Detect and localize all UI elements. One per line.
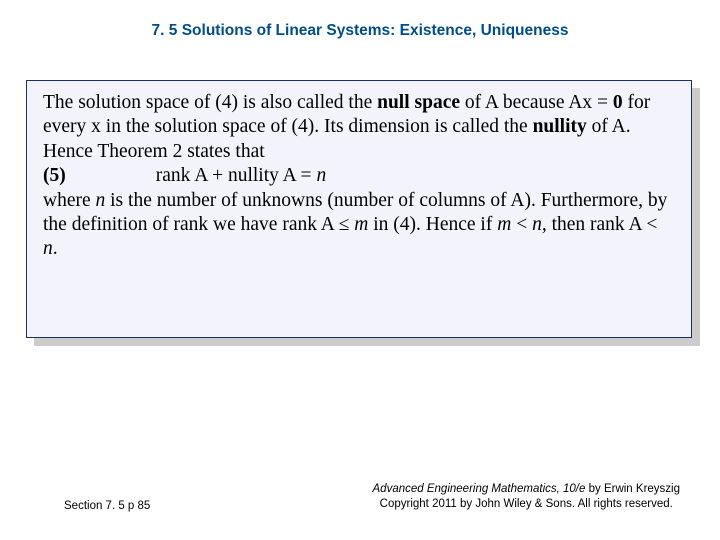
slide-footer: Section 7. 5 p 85 Advanced Engineering M… (0, 482, 720, 512)
footer-attribution: Advanced Engineering Mathematics, 10/e b… (373, 482, 680, 512)
text-run: of A because Ax = (460, 92, 613, 113)
var-m: m (497, 214, 511, 235)
text-run: . (53, 238, 58, 259)
var-n: n (43, 238, 53, 259)
footer-author: by Erwin Kreyszig (585, 483, 680, 495)
term-null-space: null space (377, 92, 460, 113)
footer-section-page: Section 7. 5 p 85 (64, 500, 150, 512)
text-run: < (511, 214, 532, 235)
text-run: The solution space of (4) is also called… (43, 92, 377, 113)
equation-text: rank A + nullity A = (156, 165, 317, 186)
text-run: , then rank A < (542, 214, 658, 235)
footer-copyright: Copyright 2011 by John Wiley & Sons. All… (380, 498, 673, 510)
var-m: m (354, 214, 368, 235)
slide-header: 7. 5 Solutions of Linear Systems: Existe… (0, 0, 720, 40)
footer-book-title: Advanced Engineering Mathematics, 10/e (373, 483, 586, 495)
body-paragraph: The solution space of (4) is also called… (43, 91, 675, 262)
text-run: where (43, 190, 96, 211)
var-n: n (532, 214, 542, 235)
header-title: 7. 5 Solutions of Linear Systems: Existe… (152, 22, 569, 39)
equation-label: (5) (43, 165, 66, 186)
var-n: n (96, 190, 106, 211)
content-box: The solution space of (4) is also called… (26, 80, 692, 338)
text-run: in (4). Hence if (368, 214, 497, 235)
zero-vector: 0 (613, 92, 623, 113)
var-n: n (316, 165, 326, 186)
term-nullity: nullity (533, 116, 587, 137)
